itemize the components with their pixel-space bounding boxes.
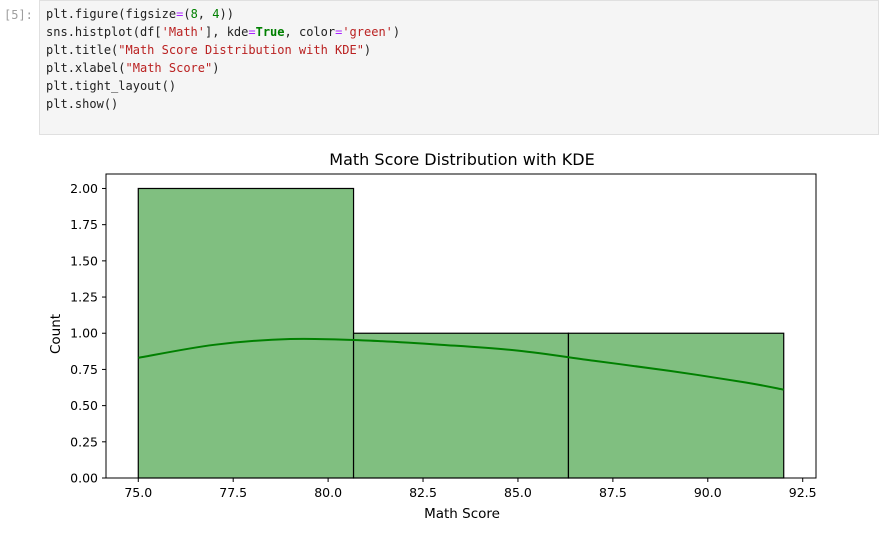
histogram-bar (567, 332, 785, 479)
y-axis-label: Count (48, 314, 64, 354)
x-axis-ticks: 75.0 77.5 80.0 82.5 85.0 87.5 90.0 92.5 (124, 478, 817, 500)
y-tick-label: 0.25 (70, 434, 98, 449)
code-line: sns.histplot(df['Math'], kde=True, color… (46, 25, 401, 39)
kde-line (138, 337, 784, 391)
code-cell[interactable]: plt.figure(figsize=(8, 4)) sns.histplot(d… (39, 0, 879, 135)
x-axis-label: Math Score (424, 506, 500, 522)
histogram-chart: Math Score Distribution with KDE 75.0 77.… (48, 150, 817, 522)
x-tick-label: 77.5 (219, 485, 247, 500)
code-line: plt.tight_layout() (46, 79, 177, 93)
y-axis-ticks: 0.00 0.25 0.50 0.75 1.00 1.25 1.50 1.75 2.00 (70, 181, 106, 486)
y-tick-label: 1.00 (70, 326, 98, 341)
y-tick-label: 2.00 (70, 181, 98, 196)
histogram-bars (137, 187, 785, 479)
x-tick-label: 82.5 (409, 485, 437, 500)
code-line: plt.show() (46, 97, 119, 111)
y-tick-label: 0.00 (70, 471, 98, 486)
code-line: plt.title("Math Score Distribution with … (46, 43, 372, 57)
code-editor[interactable]: plt.figure(figsize=(8, 4)) sns.histplot(d… (46, 5, 400, 113)
x-tick-label: 80.0 (314, 485, 342, 500)
code-line: plt.xlabel("Math Score") (46, 61, 220, 75)
x-tick-label: 90.0 (694, 485, 722, 500)
x-tick-label: 85.0 (504, 485, 532, 500)
y-tick-label: 1.75 (70, 217, 98, 232)
y-tick-label: 0.75 (70, 362, 98, 377)
x-tick-label: 92.5 (789, 485, 817, 500)
code-line: plt.figure(figsize=(8, 4)) (46, 7, 234, 21)
y-tick-label: 0.50 (70, 398, 98, 413)
cell-prompt: [5]: (4, 8, 33, 22)
axes-frame (105, 173, 817, 479)
x-tick-label: 75.0 (124, 485, 152, 500)
y-tick-label: 1.50 (70, 253, 98, 268)
x-tick-label: 87.5 (599, 485, 627, 500)
y-tick-label: 1.25 (70, 290, 98, 305)
histogram-bar (137, 187, 355, 479)
chart-title: Math Score Distribution with KDE (329, 150, 594, 169)
histogram-bar (352, 332, 570, 479)
